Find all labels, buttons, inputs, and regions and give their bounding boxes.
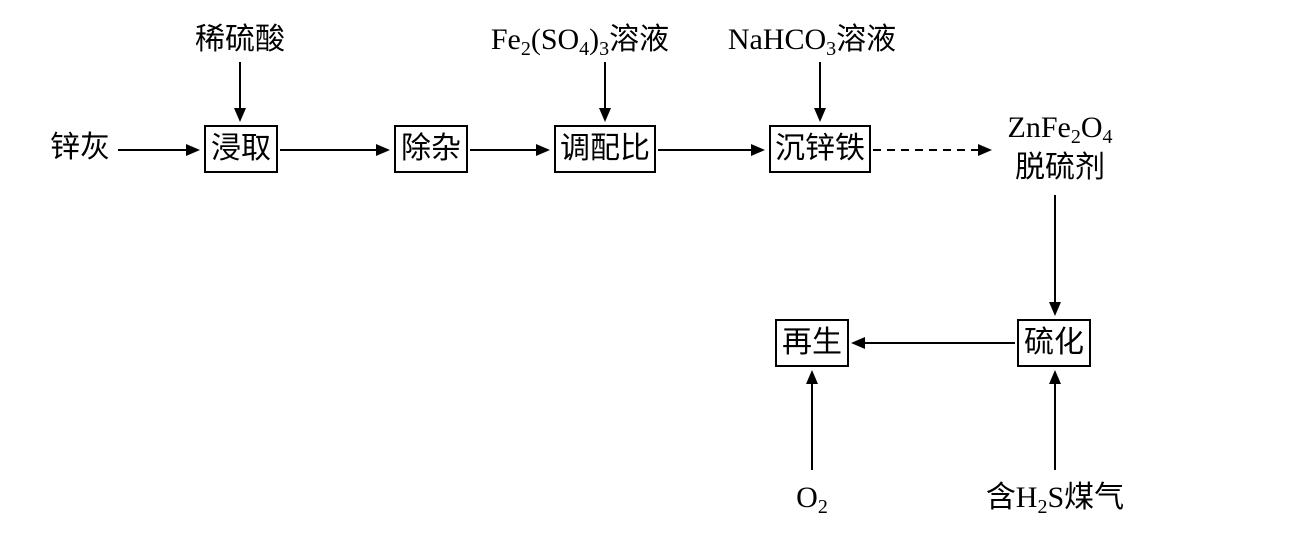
label-leach: 浸取 — [211, 132, 271, 165]
label-dilute_h2so4: 稀硫酸 — [195, 23, 285, 56]
flowchart-canvas: 锌灰稀硫酸浸取除杂Fe2(SO4)3溶液调配比NaHCO3溶液沉锌铁ZnFe2O… — [0, 0, 1314, 541]
label-ratio: 调配比 — [560, 132, 650, 165]
label-impurity: 除杂 — [401, 132, 461, 165]
label-sulfide: 硫化 — [1024, 326, 1084, 359]
label-znfe2o4: ZnFe2O4 — [1008, 111, 1113, 148]
label-desulfurizer: 脱硫剂 — [1015, 151, 1105, 184]
label-h2s_gas: 含H2S煤气 — [986, 481, 1124, 518]
label-nahco3: NaHCO3溶液 — [728, 23, 896, 60]
label-precip: 沉锌铁 — [775, 132, 865, 165]
label-zinc_ash: 锌灰 — [50, 131, 110, 164]
label-regen: 再生 — [782, 326, 842, 359]
